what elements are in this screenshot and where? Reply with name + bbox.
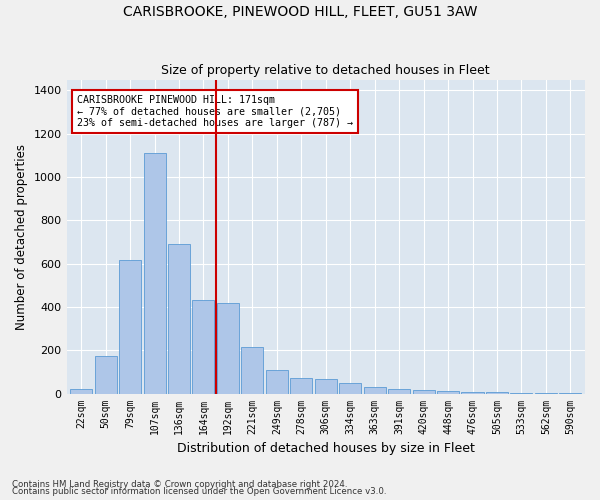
Bar — [119, 260, 141, 394]
Bar — [339, 382, 361, 394]
Bar — [193, 300, 214, 394]
Bar — [290, 378, 313, 394]
Bar — [511, 393, 532, 394]
Text: Contains HM Land Registry data © Crown copyright and database right 2024.: Contains HM Land Registry data © Crown c… — [12, 480, 347, 489]
Bar — [217, 302, 239, 394]
Y-axis label: Number of detached properties: Number of detached properties — [15, 144, 28, 330]
Title: Size of property relative to detached houses in Fleet: Size of property relative to detached ho… — [161, 64, 490, 77]
Bar — [364, 387, 386, 394]
Bar — [95, 356, 116, 394]
Bar — [413, 390, 434, 394]
Bar — [143, 153, 166, 394]
Text: CARISBROOKE PINEWOOD HILL: 171sqm
← 77% of detached houses are smaller (2,705)
2: CARISBROOKE PINEWOOD HILL: 171sqm ← 77% … — [77, 96, 353, 128]
Bar — [315, 380, 337, 394]
Bar — [388, 389, 410, 394]
Bar — [70, 389, 92, 394]
Text: CARISBROOKE, PINEWOOD HILL, FLEET, GU51 3AW: CARISBROOKE, PINEWOOD HILL, FLEET, GU51 … — [123, 5, 477, 19]
Bar — [168, 244, 190, 394]
Bar — [461, 392, 484, 394]
Bar — [437, 392, 459, 394]
Bar — [535, 393, 557, 394]
Bar — [266, 370, 288, 394]
Bar — [241, 347, 263, 394]
Text: Contains public sector information licensed under the Open Government Licence v3: Contains public sector information licen… — [12, 487, 386, 496]
X-axis label: Distribution of detached houses by size in Fleet: Distribution of detached houses by size … — [177, 442, 475, 455]
Bar — [486, 392, 508, 394]
